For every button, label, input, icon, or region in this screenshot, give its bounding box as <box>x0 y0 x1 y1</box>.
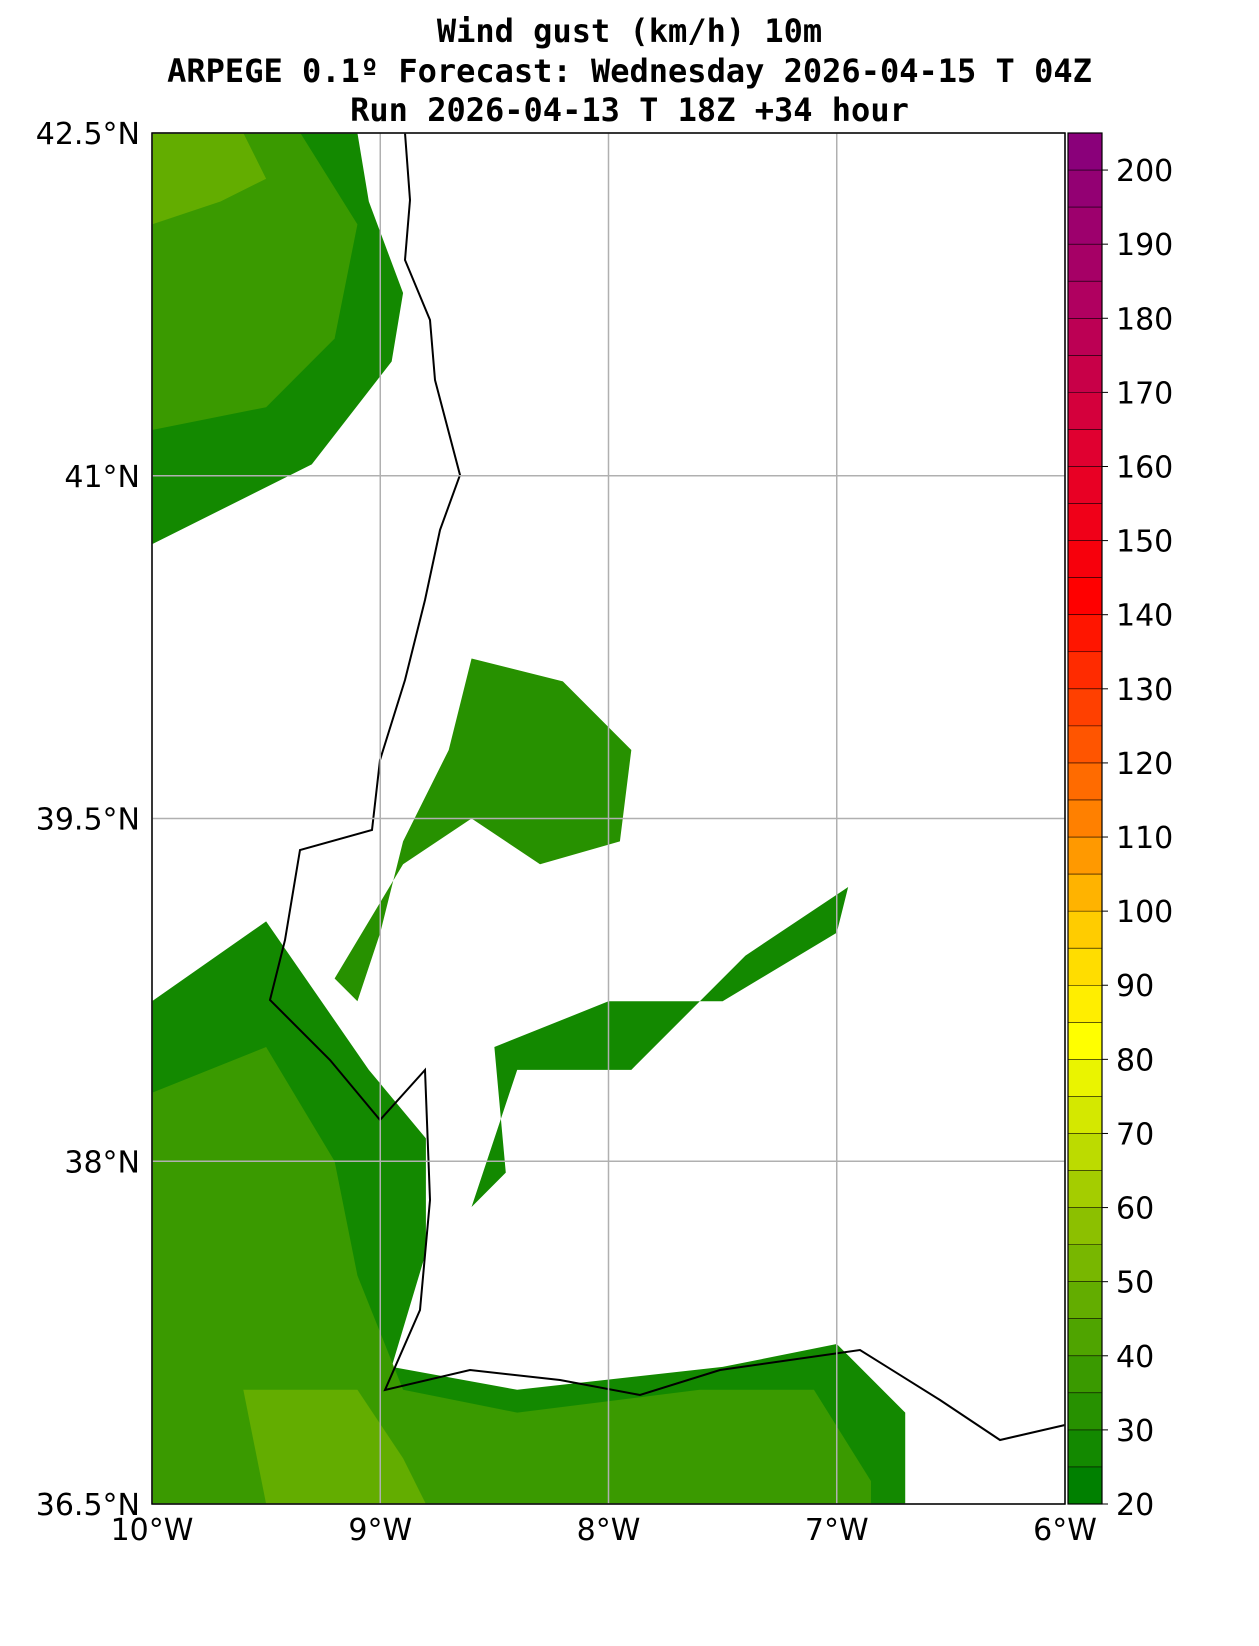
colorbar-tick-label: 30 <box>1116 1414 1154 1449</box>
colorbar-band <box>1068 985 1102 1023</box>
colorbar-band <box>1068 688 1102 727</box>
colorbar-band <box>1068 1429 1102 1468</box>
gust-region-alentejo <box>471 887 849 1207</box>
colorbar-tick-label: 130 <box>1116 673 1173 708</box>
colorbar-tick-label: 150 <box>1116 525 1173 560</box>
colorbar-tick-label: 80 <box>1116 1043 1154 1078</box>
coastline <box>268 132 1066 1442</box>
colorbar-tick-label: 70 <box>1116 1117 1154 1152</box>
map-frame <box>151 132 1066 1505</box>
colorbar-band <box>1068 651 1102 690</box>
colorbar-band <box>1068 170 1102 208</box>
y-tick-label: 38°N <box>64 1145 140 1180</box>
colorbar-band <box>1068 614 1102 653</box>
y-tick-label: 39.5°N <box>36 803 140 838</box>
colorbar-band <box>1068 1281 1102 1320</box>
x-tick-label: 6°W <box>1033 1513 1097 1548</box>
colorbar-band <box>1068 1466 1102 1505</box>
colorbar-tick-label: 160 <box>1116 450 1173 485</box>
colorbar-tick-label: 50 <box>1116 1266 1154 1301</box>
x-tick-label: 7°W <box>805 1513 869 1548</box>
colorbar-band <box>1068 1244 1102 1283</box>
chart-subtitle-run: Run 2026-04-13 T 18Z +34 hour <box>350 91 909 129</box>
colorbar-band <box>1068 392 1102 430</box>
gust-region-tagus-valley <box>334 658 632 1002</box>
colorbar-band <box>1068 837 1102 875</box>
x-tick-label: 8°W <box>577 1513 641 1548</box>
y-tick-label: 36.5°N <box>36 1488 140 1523</box>
colorbar-tick-label: 140 <box>1116 599 1173 634</box>
colorbar-band <box>1068 799 1102 838</box>
colorbar-band <box>1068 1392 1102 1431</box>
colorbar-band <box>1068 1059 1102 1097</box>
colorbar-band <box>1068 1022 1102 1060</box>
colorbar-band <box>1068 1318 1102 1357</box>
colorbar-tick-label: 100 <box>1116 895 1173 930</box>
colorbar-tick-label: 120 <box>1116 747 1173 782</box>
colorbar-band <box>1068 1133 1102 1172</box>
colorbar-band <box>1068 762 1102 801</box>
colorbar-tick-label: 90 <box>1116 969 1154 1004</box>
colorbar-band <box>1068 503 1102 542</box>
colorbar-band <box>1068 466 1102 505</box>
colorbar-band <box>1068 207 1102 245</box>
chart-title: Wind gust (km/h) 10m <box>436 12 823 50</box>
colorbar-band <box>1068 281 1102 319</box>
colorbar-band <box>1068 911 1102 949</box>
colorbar-tick-label: 20 <box>1116 1488 1154 1523</box>
y-tick-label: 41°N <box>64 460 140 495</box>
colorbar-band <box>1068 318 1102 356</box>
colorbar-tick-label: 200 <box>1116 154 1173 189</box>
y-tick-label: 42.5°N <box>36 117 140 152</box>
colorbar-band <box>1068 355 1102 393</box>
colorbar-tick-label: 40 <box>1116 1340 1154 1375</box>
gust-region-atlantic-north-core <box>152 133 267 225</box>
colorbar-band <box>1068 725 1102 764</box>
colorbar-band <box>1068 244 1102 282</box>
chart-subtitle-forecast: ARPEGE 0.1º Forecast: Wednesday 2026-04-… <box>167 52 1092 90</box>
colorbar-band <box>1068 874 1102 912</box>
colorbar-tick-label: 110 <box>1116 821 1173 856</box>
colorbar-tick-label: 190 <box>1116 228 1173 263</box>
colorbar-tick-label: 180 <box>1116 302 1173 337</box>
colorbar-band <box>1068 1355 1102 1394</box>
colorbar-band <box>1068 429 1102 467</box>
colorbar-tick-label: 60 <box>1116 1192 1154 1227</box>
colorbar-tick-label: 170 <box>1116 376 1173 411</box>
x-tick-label: 9°W <box>348 1513 412 1548</box>
colorbar-band <box>1068 540 1102 579</box>
colorbar-band <box>1068 577 1102 616</box>
colorbar-band <box>1068 133 1102 171</box>
colorbar-band <box>1068 1170 1102 1209</box>
colorbar-band <box>1068 1096 1102 1134</box>
colorbar-band <box>1068 948 1102 986</box>
colorbar-band <box>1068 1207 1102 1246</box>
x-tick-label: 10°W <box>111 1513 194 1548</box>
colorbar-frame <box>1067 132 1103 1505</box>
